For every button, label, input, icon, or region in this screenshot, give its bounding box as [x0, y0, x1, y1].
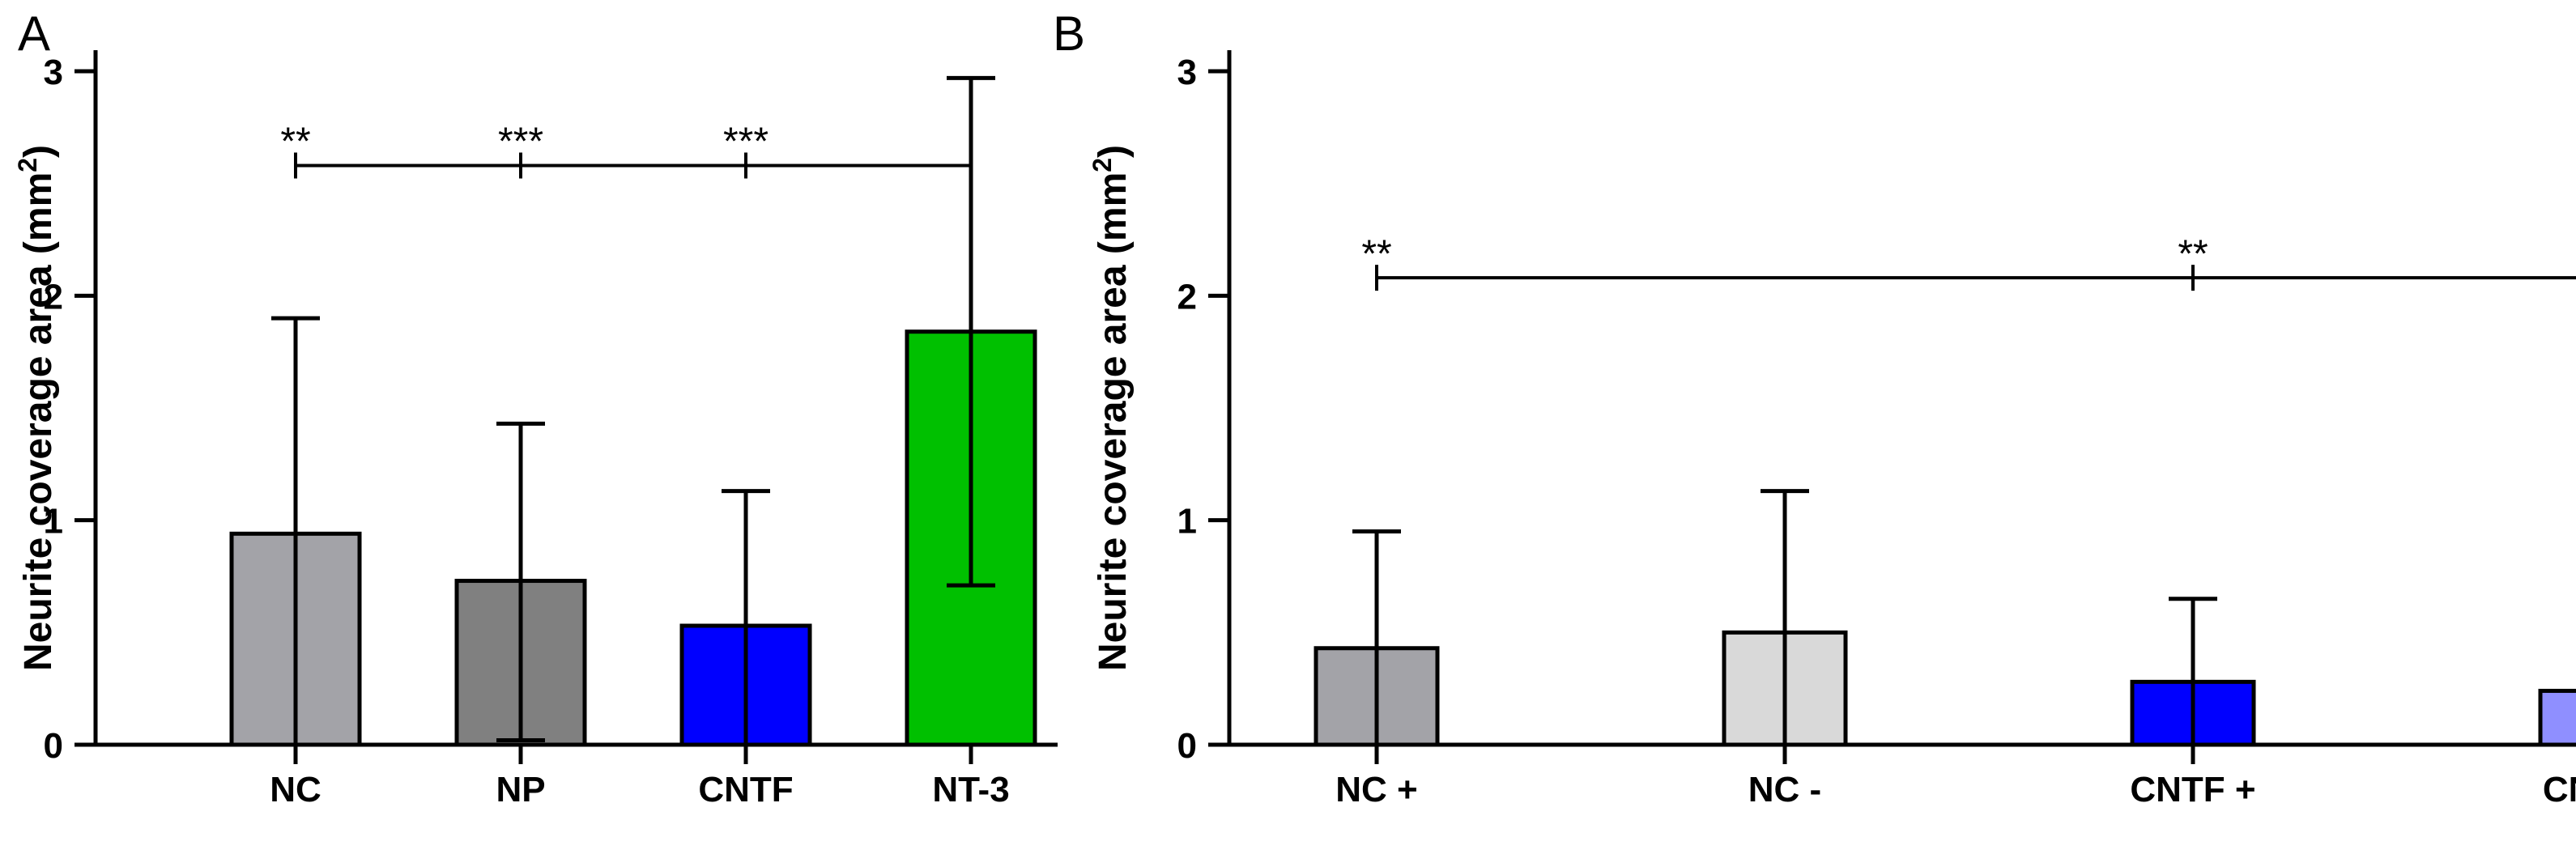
y-axis-title: Neurite coverage area (mm2): [1088, 145, 1135, 671]
significance-label: ***: [723, 121, 769, 164]
significance-label: **: [280, 121, 310, 164]
panel-letter: B: [1053, 6, 1085, 61]
y-axis-title-main: Neurite coverage area (mm: [17, 172, 60, 671]
y-tick-label: 3: [1177, 53, 1197, 92]
significance-label: ***: [498, 121, 543, 164]
panel-a: A Neurite coverage area (mm2) 0 1 2 3 NC NP CNTF…: [13, 6, 1058, 809]
y-axis-title-superscript: 2: [13, 158, 42, 172]
x-tick-label: CNTF: [698, 770, 793, 809]
bar: [2538, 688, 2576, 747]
y-tick-label: 2: [1177, 277, 1197, 317]
y-tick-label: 0: [44, 726, 63, 766]
y-axis-title-superscript: 2: [1088, 158, 1117, 172]
x-tick-label: NC: [270, 770, 321, 809]
x-tick-label: NP: [496, 770, 545, 809]
y-tick-label: 3: [44, 53, 63, 92]
y-axis-title-main: Neurite coverage area (mm: [1092, 172, 1135, 671]
y-tick-label: 1: [1177, 502, 1197, 542]
x-tick-label: CNTF +: [2130, 770, 2255, 809]
y-tick-label: 1: [44, 502, 63, 542]
y-tick-label: 0: [1177, 726, 1197, 766]
panel-letter: A: [18, 6, 50, 61]
x-tick-label: CNTF -: [2543, 770, 2576, 809]
x-tick-label: NC -: [1748, 770, 1821, 809]
x-tick-label: NT-3: [932, 770, 1009, 809]
significance-label: **: [2178, 232, 2208, 275]
y-axis-title: Neurite coverage area (mm2): [13, 145, 60, 671]
significance-label: **: [1361, 232, 1391, 275]
x-tick-label: NC +: [1335, 770, 1417, 809]
y-axis-title-end: ): [17, 145, 60, 158]
y-tick-label: 2: [44, 277, 63, 317]
y-axis-title-end: ): [1092, 145, 1135, 158]
